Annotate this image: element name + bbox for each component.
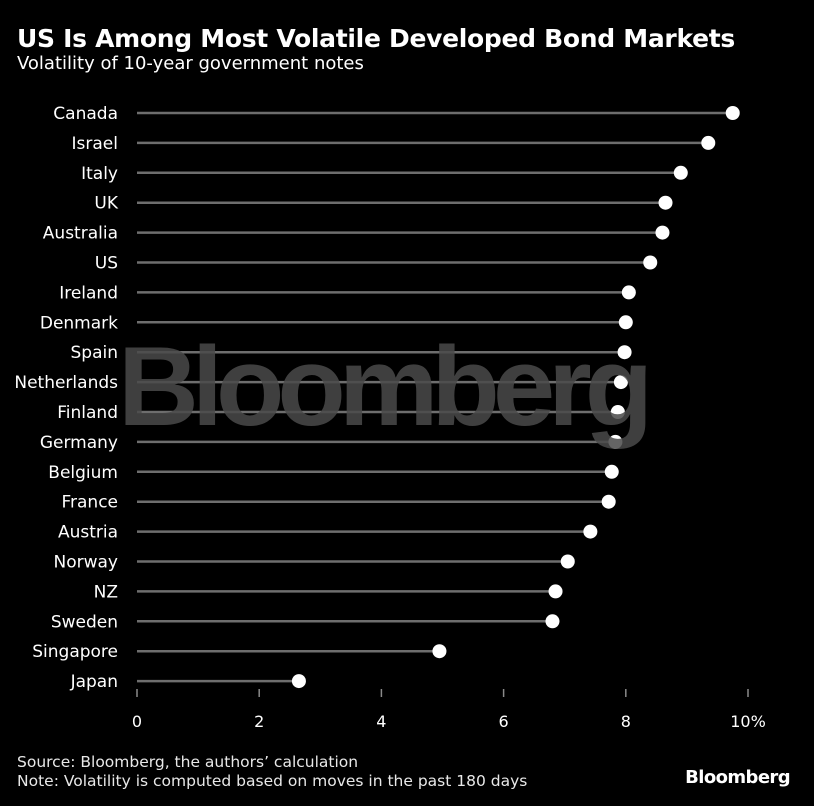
chart-subtitle: Volatility of 10-year government notes — [17, 53, 364, 74]
point-spain — [617, 345, 632, 360]
point-singapore — [432, 644, 447, 659]
point-netherlands — [613, 375, 628, 390]
category-label-finland: Finland — [57, 403, 118, 423]
category-label-germany: Germany — [40, 433, 118, 453]
category-label-ireland: Ireland — [59, 283, 118, 303]
x-tick-label-2: 2 — [254, 712, 264, 731]
category-label-italy: Italy — [81, 164, 118, 184]
point-denmark — [618, 315, 633, 330]
category-label-uk: UK — [94, 194, 118, 214]
category-label-netherlands: Netherlands — [14, 373, 118, 393]
point-us — [643, 255, 658, 270]
point-australia — [655, 225, 670, 240]
category-label-canada: Canada — [53, 104, 118, 124]
category-label-australia: Australia — [43, 224, 118, 244]
category-label-norway: Norway — [54, 553, 119, 573]
point-austria — [583, 524, 598, 539]
point-nz — [548, 584, 563, 599]
point-sweden — [545, 614, 560, 629]
category-label-belgium: Belgium — [48, 463, 118, 483]
bloomberg-logo: Bloomberg — [685, 767, 790, 788]
point-france — [601, 494, 616, 509]
category-label-israel: Israel — [72, 134, 118, 154]
category-label-sweden: Sweden — [51, 612, 118, 632]
x-tick-label-6: 6 — [499, 712, 509, 731]
point-italy — [673, 165, 688, 180]
methodology-note: Note: Volatility is computed based on mo… — [17, 772, 528, 790]
point-uk — [658, 195, 673, 210]
x-tick-label-10: 10% — [730, 712, 766, 731]
category-label-japan: Japan — [70, 672, 118, 692]
category-label-singapore: Singapore — [32, 642, 118, 662]
point-germany — [608, 434, 623, 449]
point-belgium — [604, 464, 619, 479]
x-tick-label-8: 8 — [621, 712, 631, 731]
category-label-france: France — [61, 493, 118, 513]
point-finland — [610, 405, 625, 419]
x-tick-label-4: 4 — [376, 712, 386, 731]
category-label-spain: Spain — [71, 343, 119, 363]
point-canada — [725, 106, 740, 120]
x-tick-label-0: 0 — [132, 712, 142, 731]
point-ireland — [621, 285, 636, 300]
category-label-austria: Austria — [58, 523, 118, 543]
chart-title: US Is Among Most Volatile Developed Bond… — [17, 24, 735, 53]
category-label-nz: NZ — [94, 582, 118, 602]
source-note: Source: Bloomberg, the authors’ calculat… — [17, 753, 359, 771]
category-label-us: US — [95, 254, 118, 274]
category-label-denmark: Denmark — [40, 313, 118, 333]
point-israel — [701, 135, 716, 150]
point-japan — [291, 674, 306, 689]
point-norway — [560, 554, 575, 569]
